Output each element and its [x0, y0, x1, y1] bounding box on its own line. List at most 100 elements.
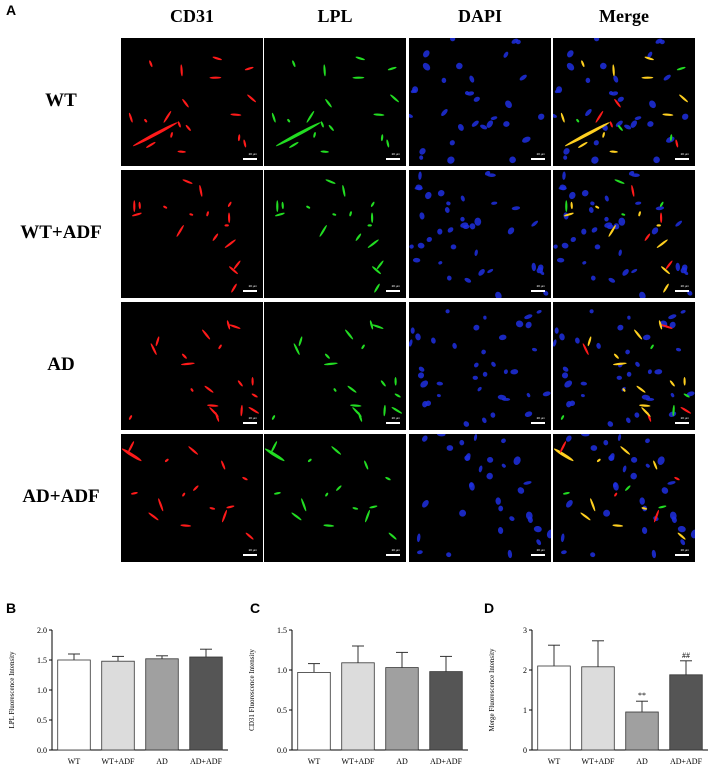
scale-bar	[531, 158, 545, 160]
micrograph-wt-adf-cd31: 20 μm	[121, 170, 263, 298]
scale-bar-label: 20 μm	[248, 548, 257, 552]
significance-marker: ##	[682, 651, 690, 660]
bar-wt-adf	[341, 662, 375, 751]
y-tick-label: 0	[523, 746, 527, 755]
scale-bar-label: 20 μm	[391, 416, 400, 420]
scale-bar-label: 20 μm	[680, 416, 689, 420]
y-tick-label: 3	[523, 626, 527, 635]
y-tick-label: 1.5	[37, 656, 47, 665]
scale-bar-label: 20 μm	[248, 416, 257, 420]
column-header-cd31: CD31	[170, 6, 214, 26]
bar-wt	[537, 665, 571, 751]
micrograph-ad-adf-dapi: 20 μm	[409, 434, 551, 562]
scale-bar-label: 20 μm	[680, 152, 689, 156]
scale-bar	[675, 158, 689, 160]
scale-bar-label: 20 μm	[680, 548, 689, 552]
scale-bar	[386, 290, 400, 292]
bar-ad	[625, 711, 659, 751]
chart-lpl-intensity: LPL Fluorescence Intensity 0.0 0.5 1.0 1.5 2.…	[8, 626, 228, 766]
micrograph-ad-adf-cd31: 20 μm	[121, 434, 263, 562]
scale-bar	[386, 554, 400, 556]
x-tick-label: WT	[68, 757, 81, 766]
x-tick-label: AD	[636, 757, 648, 766]
scale-bar-label: 20 μm	[680, 284, 689, 288]
scale-bar	[386, 158, 400, 160]
scale-bar	[243, 554, 257, 556]
x-tick-label: AD	[156, 757, 168, 766]
x-tick-label: AD+ADF	[670, 757, 703, 766]
y-tick-label: 2	[523, 666, 527, 675]
x-tick-label: AD+ADF	[430, 757, 463, 766]
bar-wt-adf	[581, 666, 615, 751]
column-header-merge: Merge	[599, 6, 649, 26]
y-axis-label: Merge Fluorescence Intensity	[488, 648, 496, 732]
y-axis-label: CD31 Fluorescence Intensity	[248, 649, 256, 731]
micrograph-ad-lpl: 20 μm	[264, 302, 406, 430]
scale-bar-label: 20 μm	[248, 284, 257, 288]
panel-label-c: C	[250, 600, 261, 616]
bar-wt	[297, 672, 331, 751]
y-tick-label: 1.0	[277, 666, 287, 675]
micrograph-ad-dapi: 20 μm	[409, 302, 551, 430]
micrograph-wt-adf-lpl: 20 μm	[264, 170, 406, 298]
scale-bar	[675, 554, 689, 556]
column-header-dapi: DAPI	[458, 6, 502, 26]
scale-bar	[531, 554, 545, 556]
bar-wt-adf	[101, 660, 135, 751]
significance-marker: **	[638, 691, 646, 700]
y-tick-label: 0.5	[37, 716, 47, 725]
scale-bar	[386, 422, 400, 424]
scale-bar-label: 20 μm	[391, 152, 400, 156]
y-tick-label: 0.0	[277, 746, 287, 755]
chart-merge-intensity: Merge Fluorescence Intensity 0 1 2 3 WT WT+ADF…	[488, 626, 708, 766]
bar-ad-adf	[189, 656, 223, 751]
chart-cd31-intensity: CD31 Fluorescence Intensity 0.0 0.5 1.0 1.5 W…	[248, 626, 468, 766]
y-tick-label: 1.5	[277, 626, 287, 635]
micrograph-ad-merge: 20 μm	[553, 302, 695, 430]
y-tick-label: 1	[523, 706, 527, 715]
scale-bar	[531, 290, 545, 292]
row-label-wt: WT	[45, 90, 77, 111]
panel-label-a: A	[6, 2, 17, 18]
x-tick-label: WT+ADF	[582, 757, 616, 766]
scale-bar-label: 20 μm	[536, 416, 545, 420]
micrograph-wt-adf-dapi: 20 μm	[409, 170, 551, 298]
scale-bar-label: 20 μm	[248, 152, 257, 156]
y-tick-label: 0.0	[37, 746, 47, 755]
micrograph-ad-cd31: 20 μm	[121, 302, 263, 430]
micrograph-wt-lpl: 20 μm	[264, 38, 406, 166]
bar-ad	[385, 667, 419, 751]
row-label-ad-adf: AD+ADF	[22, 486, 100, 507]
micrograph-wt-cd31: 20 μm	[121, 38, 263, 166]
panel-label-d: D	[484, 600, 495, 616]
scale-bar	[531, 422, 545, 424]
scale-bar-label: 20 μm	[391, 284, 400, 288]
y-tick-label: 1.0	[37, 686, 47, 695]
x-tick-label: AD+ADF	[190, 757, 223, 766]
scale-bar	[243, 290, 257, 292]
micrograph-ad-adf-lpl: 20 μm	[264, 434, 406, 562]
micrograph-wt-dapi: 20 μm	[409, 38, 551, 166]
scale-bar-label: 20 μm	[536, 284, 545, 288]
bar-ad-adf	[669, 674, 703, 751]
y-tick-label: 2.0	[37, 626, 47, 635]
x-tick-label: AD	[396, 757, 408, 766]
micrograph-ad-adf-merge: 20 μm	[553, 434, 695, 562]
bar-ad	[145, 658, 179, 751]
scale-bar	[243, 422, 257, 424]
scale-bar-label: 20 μm	[536, 152, 545, 156]
scale-bar	[675, 422, 689, 424]
bar-ad-adf	[429, 671, 463, 751]
x-tick-label: WT+ADF	[342, 757, 376, 766]
x-tick-label: WT+ADF	[102, 757, 136, 766]
y-tick-label: 0.5	[277, 706, 287, 715]
bar-wt	[57, 659, 91, 751]
panel-label-b: B	[6, 600, 17, 616]
scale-bar-label: 20 μm	[536, 548, 545, 552]
scale-bar-label: 20 μm	[391, 548, 400, 552]
micrograph-wt-merge: 20 μm	[553, 38, 695, 166]
x-tick-label: WT	[308, 757, 321, 766]
row-label-ad: AD	[47, 354, 75, 375]
x-tick-label: WT	[548, 757, 561, 766]
row-label-wt-adf: WT+ADF	[20, 222, 102, 243]
